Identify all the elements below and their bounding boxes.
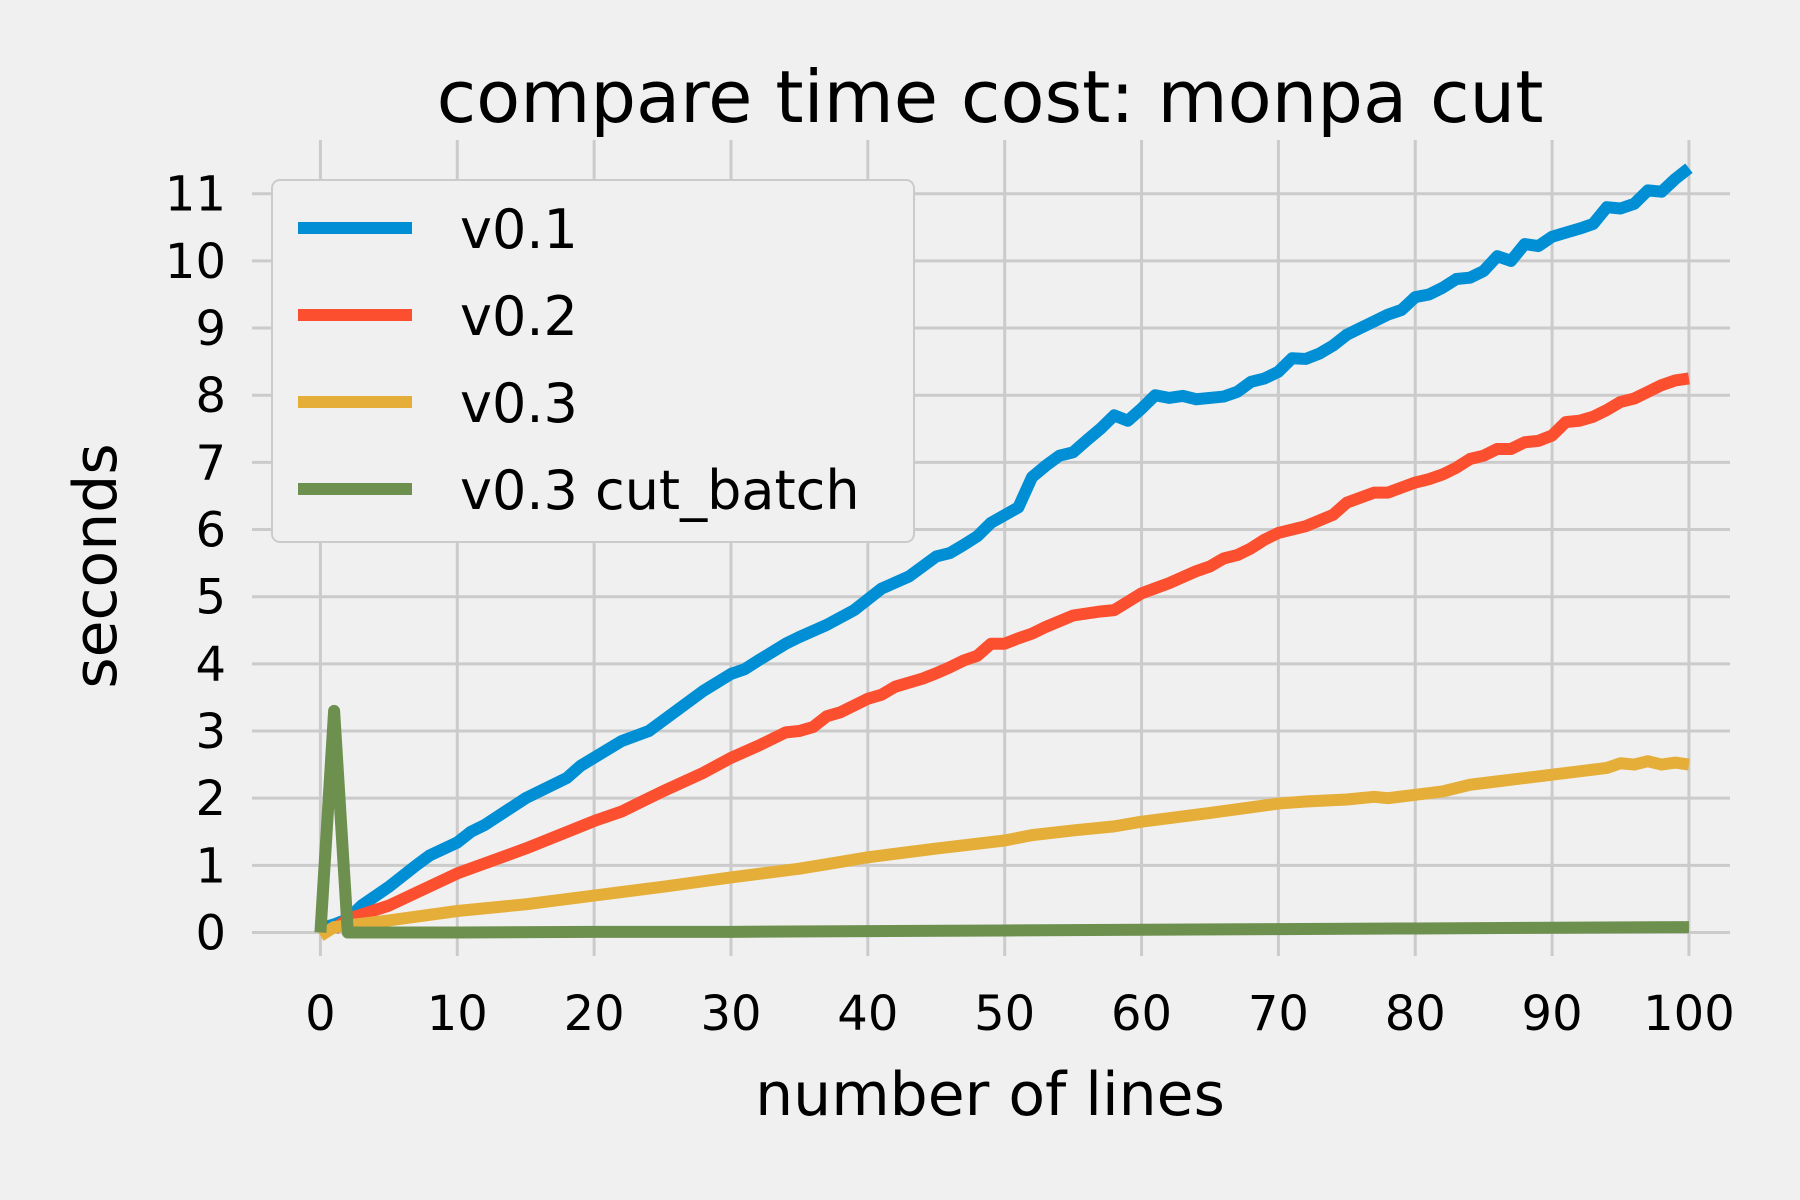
chart-title: compare time cost: monpa cut bbox=[437, 55, 1544, 139]
x-axis-label: number of lines bbox=[755, 1060, 1225, 1130]
x-tick-label: 40 bbox=[837, 986, 898, 1042]
series-line-1 bbox=[330, 372, 1690, 934]
y-tick-label: 4 bbox=[195, 637, 226, 693]
y-tick-label: 2 bbox=[195, 771, 226, 827]
x-tick-label: 0 bbox=[305, 986, 336, 1042]
y-tick-label: 6 bbox=[195, 503, 226, 559]
legend: v0.1 v0.2 v0.3 v0.3 cut_batch bbox=[271, 179, 915, 543]
y-tick-label: 5 bbox=[195, 570, 226, 626]
series-line-0 bbox=[318, 163, 1693, 935]
legend-label-v0-2: v0.2 bbox=[460, 285, 578, 348]
legend-box bbox=[271, 179, 915, 543]
y-tick-label: 11 bbox=[165, 167, 226, 223]
series-group bbox=[314, 163, 1693, 941]
x-tick-label: 100 bbox=[1643, 986, 1735, 1042]
x-tick-label: 30 bbox=[700, 986, 761, 1042]
y-tick-label: 1 bbox=[195, 838, 226, 894]
series-line-2 bbox=[317, 755, 1690, 941]
y-tick-label: 0 bbox=[195, 905, 226, 961]
y-tick-label: 8 bbox=[195, 368, 226, 424]
x-tick-label: 70 bbox=[1248, 986, 1309, 1042]
x-tick-label: 90 bbox=[1522, 986, 1583, 1042]
y-tick-label: 10 bbox=[165, 234, 226, 290]
y-axis-label: seconds bbox=[61, 443, 131, 688]
legend-label-v0-3-cut-batch: v0.3 cut_batch bbox=[460, 459, 860, 522]
x-tick-label: 60 bbox=[1111, 986, 1172, 1042]
legend-label-v0-3: v0.3 bbox=[460, 372, 578, 435]
x-tick-label: 10 bbox=[427, 986, 488, 1042]
tick-labels: 0 10 20 30 40 50 60 70 80 90 100 0 1 2 3 4 5 6 7 8 9 10 11 bbox=[165, 167, 1735, 1042]
y-tick-label: 9 bbox=[195, 301, 226, 357]
series-line-3 bbox=[314, 704, 1689, 939]
y-tick-label: 7 bbox=[195, 435, 226, 491]
x-tick-label: 20 bbox=[564, 986, 625, 1042]
x-tick-label: 80 bbox=[1385, 986, 1446, 1042]
y-tick-label: 3 bbox=[195, 704, 226, 760]
x-tick-label: 50 bbox=[974, 986, 1035, 1042]
legend-label-v0-1: v0.1 bbox=[460, 198, 578, 261]
